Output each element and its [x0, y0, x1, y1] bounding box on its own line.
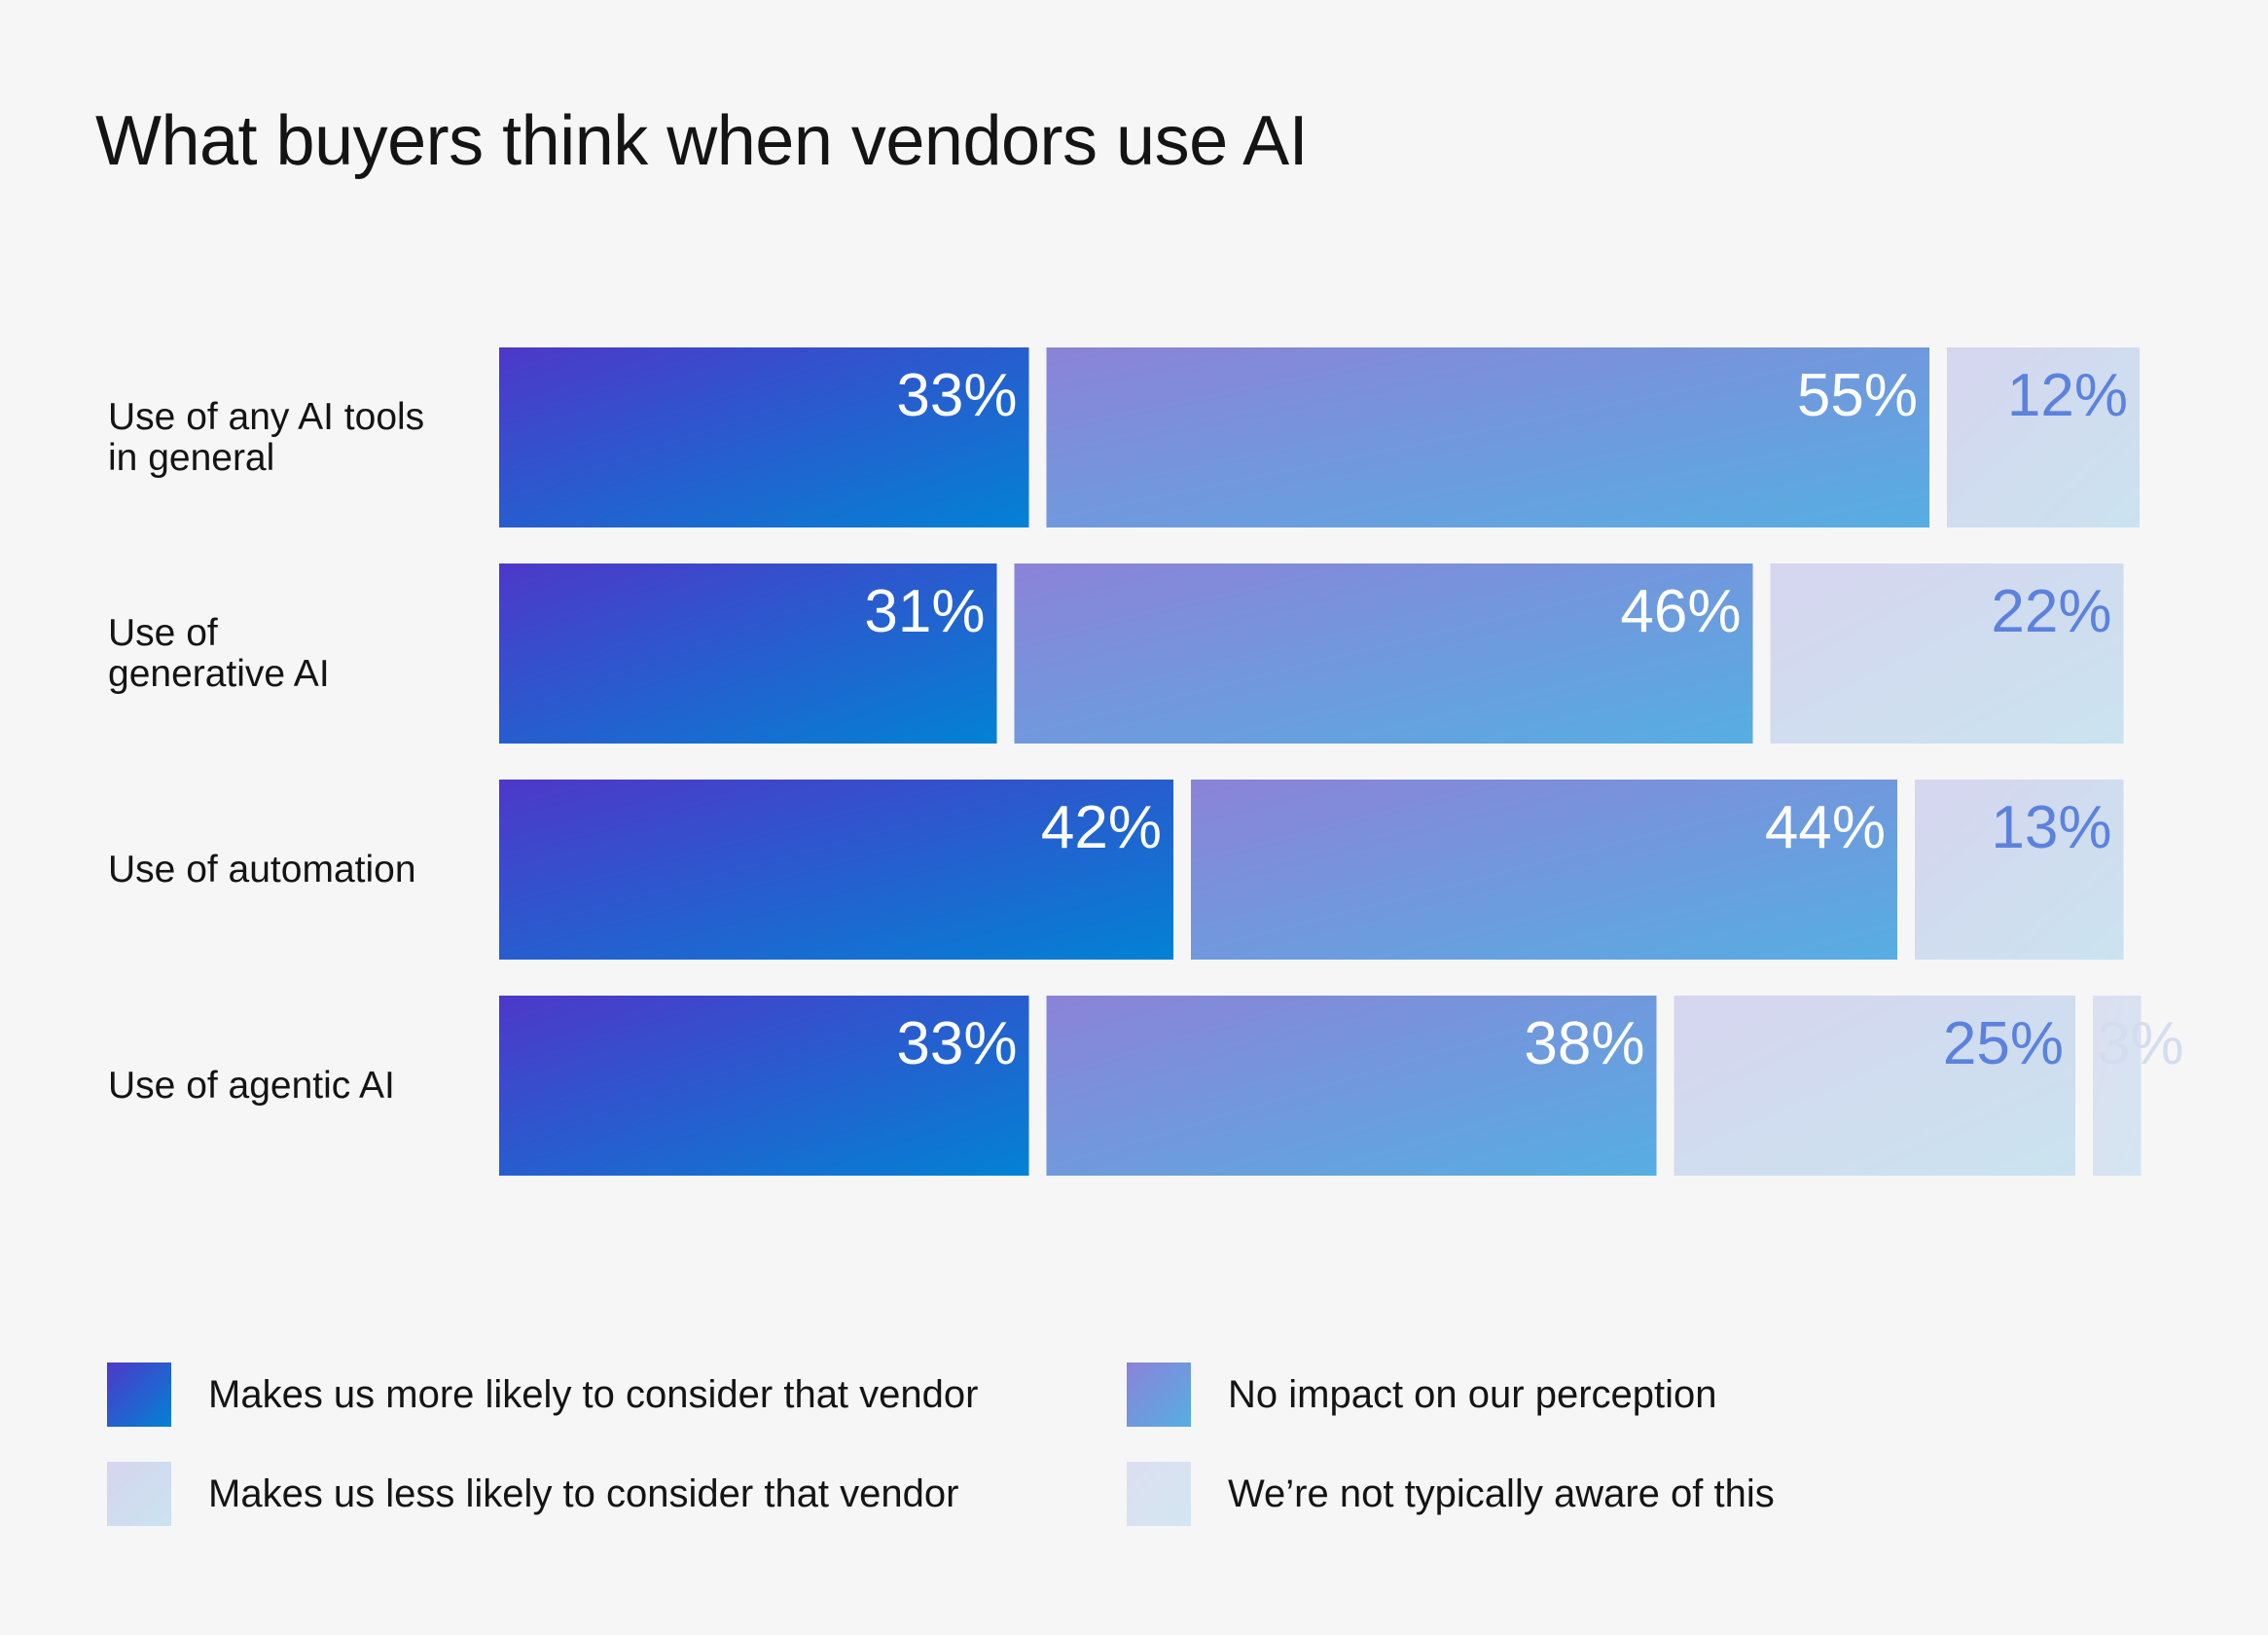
value-label-no-impact-row-4: 38%: [1524, 1010, 1644, 1077]
value-label-less-likely-row-2: 22%: [1991, 578, 2111, 645]
bar-not-aware-row-4: [2093, 996, 2142, 1176]
legend-swatch-no-impact: [1127, 1362, 1191, 1427]
value-label-no-impact-row-2: 46%: [1620, 578, 1741, 645]
value-label-no-impact-row-1: 55%: [1797, 362, 1918, 429]
legend-swatch-more-likely: [107, 1362, 171, 1427]
category-label-text: Use of any AI tools in general: [108, 395, 425, 479]
category-label-row-3: Use of automation: [108, 780, 478, 960]
legend-label-no-impact: No impact on our perception: [1228, 1372, 1717, 1416]
value-label-more-likely-row-1: 33%: [896, 362, 1017, 429]
bar-more-likely-row-2: [499, 563, 997, 744]
legend-swatch-less-likely: [107, 1462, 171, 1526]
legend-item-no-impact: No impact on our perception: [1127, 1362, 1717, 1427]
bar-no-impact-row-3: [1191, 780, 1897, 960]
category-label-row-4: Use of agentic AI: [108, 996, 478, 1176]
bar-more-likely-row-3: [499, 780, 1173, 960]
legend-item-more-likely: Makes us more likely to consider that ve…: [107, 1362, 978, 1427]
legend-label-more-likely: Makes us more likely to consider that ve…: [208, 1372, 979, 1416]
category-label-row-2: Use of generative AI: [108, 563, 478, 744]
category-label-text: Use of agentic AI: [108, 1064, 395, 1107]
legend-item-not-aware: We’re not typically aware of this: [1127, 1462, 1775, 1526]
value-label-less-likely-row-3: 13%: [1991, 794, 2111, 861]
value-label-more-likely-row-2: 31%: [864, 578, 985, 645]
bar-less-likely-row-1: [1947, 347, 2140, 527]
legend-item-less-likely: Makes us less likely to consider that ve…: [107, 1462, 958, 1526]
legend-label-less-likely: Makes us less likely to consider that ve…: [208, 1472, 959, 1515]
value-label-less-likely-row-4: 25%: [1943, 1010, 2064, 1077]
legend: Makes us more likely to consider that ve…: [107, 1362, 1956, 1528]
bar-no-impact-row-1: [1046, 347, 1929, 527]
value-label-no-impact-row-3: 44%: [1765, 794, 1886, 861]
chart-title: What buyers think when vendors use AI: [95, 102, 1309, 180]
stacked-bar-chart: 33% 55% 12% 31% 46% 22% 42% 44% 13% 33% 38% 25% 3%: [499, 347, 2184, 1176]
category-label-text: Use of generative AI: [108, 611, 330, 695]
value-label-less-likely-row-1: 12%: [2007, 362, 2128, 429]
bar-no-impact-row-2: [1014, 563, 1753, 744]
value-label-not-aware-row-4: 3%: [2097, 1010, 2184, 1077]
legend-swatch-not-aware: [1127, 1462, 1191, 1526]
bar-less-likely-row-4: [1674, 996, 2075, 1176]
value-label-more-likely-row-4: 33%: [896, 1010, 1017, 1077]
bar-less-likely-row-2: [1770, 563, 2124, 744]
value-label-more-likely-row-3: 42%: [1041, 794, 1162, 861]
category-label-row-1: Use of any AI tools in general: [108, 347, 478, 527]
legend-label-not-aware: We’re not typically aware of this: [1228, 1472, 1775, 1515]
bar-more-likely-row-4: [499, 996, 1029, 1176]
category-label-text: Use of automation: [108, 848, 416, 890]
bar-more-likely-row-1: [499, 347, 1029, 527]
bar-less-likely-row-3: [1915, 780, 2124, 960]
bar-no-impact-row-4: [1046, 996, 1657, 1176]
